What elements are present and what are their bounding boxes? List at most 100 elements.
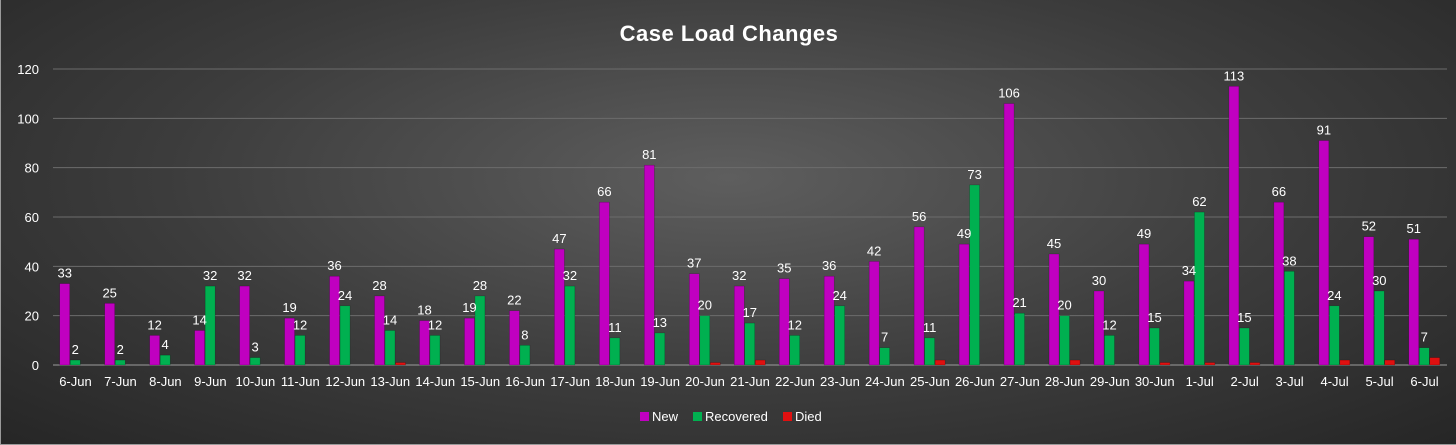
legend-item-new[interactable]: New [640, 409, 679, 424]
bar-died [1249, 362, 1261, 366]
legend-label: Recovered [705, 409, 768, 424]
bar-died [934, 359, 946, 366]
bar-new [734, 285, 745, 366]
x-tick-label: 24-Jun [865, 374, 905, 389]
data-label-recovered: 7 [881, 330, 888, 345]
bar-new [1408, 238, 1420, 366]
bar-new [1183, 280, 1195, 366]
x-tick-label: 16-Jun [505, 374, 545, 389]
data-label-recovered: 12 [787, 317, 801, 332]
bar-recovered [699, 315, 711, 366]
data-label-recovered: 73 [967, 167, 981, 182]
bar-recovered [474, 295, 486, 366]
bar-new [1093, 290, 1105, 366]
data-label-new: 49 [1137, 226, 1151, 241]
bar-recovered [1014, 312, 1025, 366]
bar-new [509, 310, 520, 366]
bar-recovered [1149, 327, 1160, 366]
bar-recovered [1329, 305, 1340, 366]
bar-recovered [384, 330, 396, 366]
x-tick-label: 17-Jun [550, 374, 590, 389]
y-tick-label: 80 [25, 161, 39, 176]
legend-label: Died [795, 409, 822, 424]
bar-recovered [1059, 315, 1070, 366]
bar-new [599, 201, 610, 366]
data-label-recovered: 32 [563, 268, 577, 283]
legend-item-recovered[interactable]: Recovered [693, 409, 768, 424]
x-tick-label: 19-Jun [640, 374, 680, 389]
bar-died [1384, 359, 1396, 366]
legend-swatch [693, 412, 702, 421]
y-tick-label: 0 [32, 358, 39, 373]
data-label-recovered: 12 [1102, 317, 1116, 332]
x-tick-label: 6-Jul [1410, 374, 1438, 389]
data-label-new: 32 [732, 268, 746, 283]
data-label-new: 35 [777, 261, 791, 276]
data-label-recovered: 14 [383, 312, 397, 327]
bar-recovered [429, 335, 441, 366]
data-label-new: 113 [1224, 68, 1245, 83]
x-tick-label: 20-Jun [685, 374, 725, 389]
bar-new [59, 283, 70, 366]
x-tick-label: 28-Jun [1045, 374, 1085, 389]
bar-died [1204, 362, 1216, 366]
bar-recovered [159, 354, 171, 366]
bar-recovered [204, 285, 216, 366]
bar-recovered [789, 335, 800, 366]
data-label-new: 66 [597, 184, 611, 199]
bar-new [554, 248, 565, 366]
data-label-new: 12 [147, 317, 161, 332]
bar-died [395, 362, 406, 366]
x-tick-label: 3-Jul [1276, 374, 1304, 389]
data-label-new: 42 [867, 243, 881, 258]
legend-item-died[interactable]: Died [783, 409, 822, 424]
x-tick-label: 9-Jun [194, 374, 227, 389]
bar-recovered [1284, 271, 1295, 366]
bar-died [1429, 357, 1441, 366]
bar-recovered [1419, 347, 1430, 366]
x-tick-label: 15-Jun [460, 374, 500, 389]
x-tick-label: 22-Jun [775, 374, 815, 389]
data-label-new: 47 [552, 231, 566, 246]
bar-new [913, 226, 925, 366]
bar-new [1003, 103, 1015, 366]
bar-recovered [114, 359, 126, 366]
data-label-recovered: 7 [1421, 330, 1428, 345]
data-label-recovered: 28 [473, 278, 487, 293]
data-label-new: 18 [417, 303, 431, 318]
data-label-new: 49 [957, 226, 971, 241]
bar-new [284, 317, 295, 366]
x-tick-label: 25-Jun [910, 374, 950, 389]
data-label-new: 22 [507, 293, 521, 308]
bar-new [644, 164, 655, 366]
bar-new [868, 261, 880, 366]
data-label-recovered: 20 [698, 298, 712, 313]
data-label-recovered: 15 [1237, 310, 1251, 325]
bar-new [1138, 243, 1150, 366]
data-label-recovered: 4 [162, 337, 169, 352]
x-tick-label: 2-Jul [1231, 374, 1259, 389]
bar-recovered [834, 305, 845, 366]
data-label-recovered: 8 [521, 327, 528, 342]
x-tick-label: 5-Jul [1365, 374, 1393, 389]
data-label-new: 33 [57, 266, 71, 281]
data-label-new: 19 [282, 300, 296, 315]
chart-title: Case Load Changes [620, 21, 839, 46]
bar-new [464, 317, 475, 366]
data-label-new: 81 [642, 147, 656, 162]
data-label-new: 34 [1182, 263, 1196, 278]
x-tick-label: 27-Jun [1000, 374, 1040, 389]
bar-recovered [294, 335, 306, 366]
y-tick-label: 60 [25, 210, 39, 225]
data-label-new: 45 [1047, 236, 1061, 251]
x-tick-label: 6-Jun [59, 374, 92, 389]
y-tick-label: 100 [17, 111, 39, 126]
data-label-recovered: 24 [832, 288, 846, 303]
legend-swatch [783, 412, 792, 421]
data-label-recovered: 2 [72, 342, 79, 357]
y-tick-label: 40 [25, 259, 39, 274]
data-label-new: 36 [327, 258, 341, 273]
data-label-recovered: 15 [1147, 310, 1161, 325]
bar-recovered [564, 285, 576, 366]
x-tick-label: 10-Jun [235, 374, 275, 389]
